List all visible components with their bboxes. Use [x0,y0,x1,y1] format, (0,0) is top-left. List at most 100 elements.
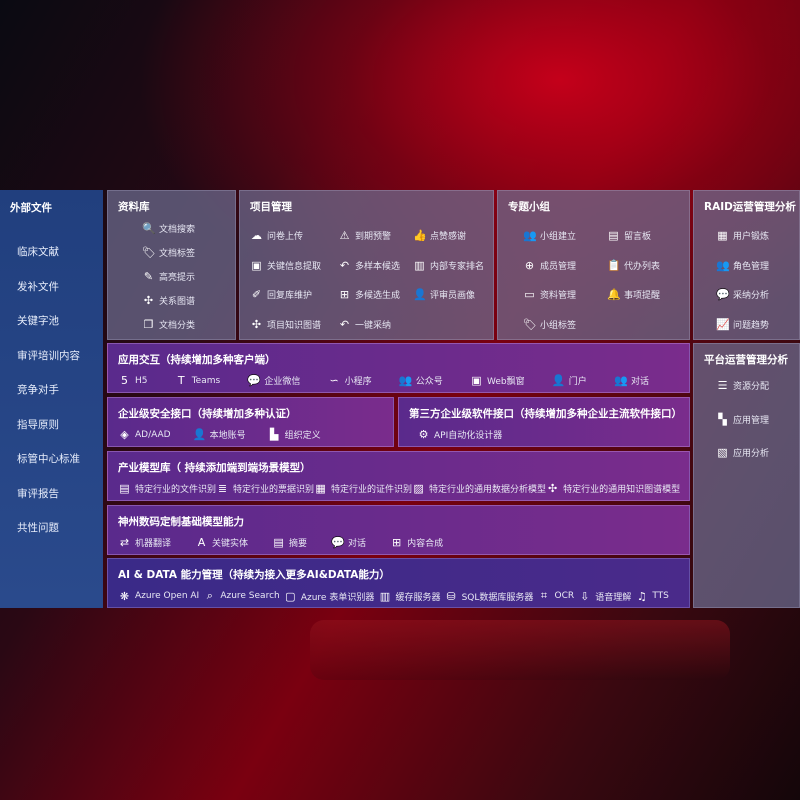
item-label: 文档分类 [159,321,196,331]
item-project-8[interactable]: 👤 评审员画像 [413,288,475,301]
id-card-icon: ▦ [315,482,326,495]
item-library-4[interactable]: ❐ 文档分类 [142,318,195,331]
item-platform-0[interactable]: ☰ 资源分配 [716,379,769,392]
item-group-0[interactable]: 👥 小组建立 [523,229,576,242]
sidebar-item-7[interactable]: 审评报告 [17,487,59,500]
sidebar-item-8[interactable]: 共性问题 [17,522,59,534]
item-group-3[interactable]: 📋 代办列表 [607,259,660,272]
item-platform-1[interactable]: ▚ 应用管理 [716,413,769,426]
item-aidata-6[interactable]: ⇩ 语音理解 [578,590,631,603]
window-icon: ▣ [471,374,482,387]
item-industry-2[interactable]: ▦ 特定行业的证件识别 [314,482,412,495]
item-aidata-3[interactable]: ▥ 缓存服务器 [378,590,441,603]
item-aidata-7[interactable]: ♫ TTS [635,590,669,603]
item-raid-2[interactable]: 💬 采纳分析 [716,288,769,301]
item-interaction-3[interactable]: ∽ 小程序 [328,374,371,387]
entity-icon: A [197,536,206,549]
item-interaction-1[interactable]: T Teams [175,374,220,387]
item-security-1[interactable]: 👤 本地账号 [193,428,246,441]
item-label: SQL数据库服务器 [461,592,534,603]
item-interaction-2[interactable]: 💬 企业微信 [247,374,300,387]
item-label: 应用分析 [733,449,770,459]
item-industry-0[interactable]: ▤ 特定行业的文件识别 [118,482,216,495]
item-aidata-4[interactable]: ⛁ SQL数据库服务器 [445,590,534,603]
item-base-1[interactable]: A 关键实体 [195,536,248,549]
item-base-2[interactable]: ▤ 摘要 [272,536,307,549]
search-doc-icon: ⌕ [206,589,213,602]
sidebar-item-5[interactable]: 指导原则 [17,418,59,431]
item-label: Azure Search [220,591,280,601]
item-interaction-4[interactable]: 👥 公众号 [399,374,443,387]
item-aidata-1[interactable]: ⌕ Azure Search [203,589,280,603]
item-library-2[interactable]: ✎ 高亮提示 [142,270,195,283]
item-project-3[interactable]: ▣ 关键信息提取 [250,259,321,272]
item-raid-0[interactable]: ▦ 用户锻炼 [716,229,769,242]
item-project-10[interactable]: ↶ 一键采纳 [338,318,391,331]
item-raid-3[interactable]: 📈 问题趋势 [716,318,769,331]
item-aidata-2[interactable]: ▢ Azure 表单识别器 [284,590,375,603]
item-aidata-0[interactable]: ❋ Azure Open AI [118,590,199,603]
item-group-1[interactable]: ▤ 留言板 [607,229,651,242]
item-group-6[interactable]: 🏷 小组标签 [523,318,576,331]
user-icon: 👤 [413,288,427,301]
apps-icon: ▚ [718,412,727,426]
item-label: 点赞感谢 [430,232,467,242]
item-base-4[interactable]: ⊞ 内容合成 [390,536,443,549]
item-label: 文档搜索 [159,225,196,235]
item-base-3[interactable]: 💬 对话 [331,536,366,549]
item-project-1[interactable]: ⚠ 到期预警 [338,229,391,242]
item-project-2[interactable]: 👍 点赞感谢 [413,229,466,242]
item-base-0[interactable]: ⇄ 机器翻译 [118,536,171,549]
item-label: 采纳分析 [733,291,770,301]
item-library-1[interactable]: 🏷 文档标签 [142,246,195,259]
item-label: 公众号 [415,377,443,387]
sidebar-item-1[interactable]: 发补文件 [17,280,59,293]
platform-title: 平台运营管理分析 [704,354,788,366]
item-interaction-0[interactable]: 5 H5 [118,374,148,387]
item-label: 角色管理 [733,261,770,272]
chat-users-icon: 👥 [613,374,628,387]
item-interaction-5[interactable]: ▣ Web飘窗 [470,374,524,387]
background-floor [310,620,730,680]
item-label: H5 [135,375,148,386]
sidebar-item-2[interactable]: 关键字池 [17,315,59,327]
alarm-icon: ⚠ [339,229,350,242]
item-project-9[interactable]: ✣ 项目知识图谱 [250,318,321,331]
item-project-6[interactable]: ✐ 回复库维护 [250,288,312,301]
item-thirdparty-0[interactable]: ⚙ API自动化设计器 [417,428,503,441]
item-library-0[interactable]: 🔍 文档搜索 [142,222,195,235]
item-label: 机器翻译 [135,539,172,549]
item-platform-2[interactable]: ▧ 应用分析 [716,446,769,459]
item-label: TTS [652,591,669,601]
item-group-4[interactable]: ▭ 资料管理 [523,288,576,301]
item-security-0[interactable]: ◈ AD/AAD [118,428,170,441]
item-raid-1[interactable]: 👥 角色管理 [716,259,769,272]
raid-title: RAID运营管理分析 [704,201,796,213]
item-label: Teams [191,375,221,386]
item-library-3[interactable]: ✣ 关系图谱 [142,294,195,307]
sidebar-item-0[interactable]: 临床文献 [17,246,59,258]
item-label: 组织定义 [284,431,321,441]
item-industry-4[interactable]: ✣ 特定行业的通用知识图谱模型 [546,482,680,495]
item-label: Azure 表单识别器 [300,592,375,603]
sidebar-item-6[interactable]: 标管中心标准 [17,453,80,465]
item-project-0[interactable]: ☁ 问卷上传 [250,229,303,242]
pen-icon: ✎ [143,270,154,283]
item-aidata-5[interactable]: ⌗ OCR [537,589,574,603]
item-project-7[interactable]: ⊞ 多候选生成 [338,288,400,301]
tag-icon: 🏷 [523,317,537,331]
item-industry-3[interactable]: ▨ 特定行业的通用数据分析模型 [412,482,546,495]
item-interaction-7[interactable]: 👥 对话 [614,374,649,387]
item-project-4[interactable]: ↶ 多样本候选 [338,259,400,272]
sidebar-item-4[interactable]: 竞争对手 [17,384,59,396]
item-project-5[interactable]: ▥ 内部专家排名 [413,259,484,272]
sidebar-item-3[interactable]: 审评培训内容 [17,349,80,362]
translate-icon: ⇄ [119,536,130,549]
item-interaction-6[interactable]: 👤 门户 [552,374,587,387]
html5-icon: 5 [121,374,128,387]
item-group-5[interactable]: 🔔 事项提醒 [607,288,660,301]
item-security-2[interactable]: ▙ 组织定义 [268,428,321,441]
item-industry-1[interactable]: ≣ 特定行业的票据识别 [216,482,314,495]
tag-icon: 🏷 [142,246,156,259]
item-group-2[interactable]: ⊕ 成员管理 [523,259,576,272]
